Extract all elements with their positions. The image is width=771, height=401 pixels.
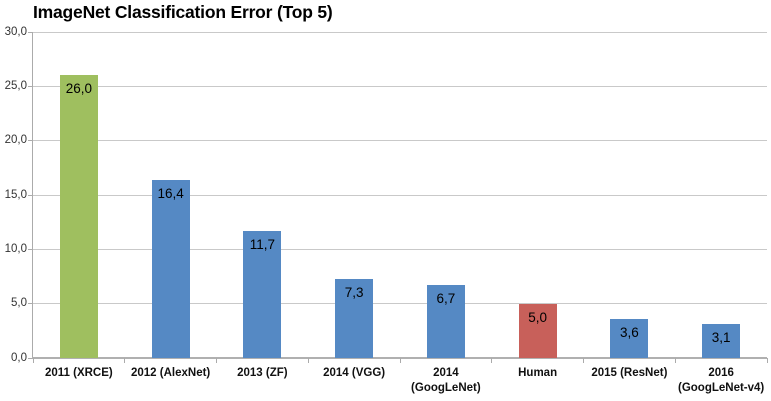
bar: 6,7 bbox=[426, 285, 465, 358]
y-axis-tick bbox=[28, 194, 33, 196]
bar: 5,0 bbox=[518, 303, 557, 358]
bar-value-label: 11,7 bbox=[249, 236, 276, 252]
x-axis-category-label: 2014 (GoogLeNet) bbox=[411, 367, 481, 394]
bar: 3,1 bbox=[702, 324, 741, 358]
y-axis-tick-label: 0,0 bbox=[11, 351, 27, 364]
bar: 7,3 bbox=[335, 278, 374, 358]
y-axis-tick bbox=[28, 248, 33, 250]
bar: 26,0 bbox=[59, 75, 98, 358]
y-axis-tick-label: 15,0 bbox=[4, 188, 27, 201]
x-axis-category-label: Human bbox=[518, 367, 558, 379]
bar-value-label: 6,7 bbox=[436, 291, 456, 307]
x-axis-tick bbox=[491, 358, 493, 363]
gridline bbox=[33, 303, 767, 305]
x-axis-category-label: 2016 (GoogLeNet-v4) bbox=[678, 367, 765, 394]
gridline bbox=[33, 85, 767, 87]
gridline bbox=[33, 248, 767, 250]
bar-value-label: 26,0 bbox=[65, 81, 93, 97]
x-axis-category-label: 2014 (VGG) bbox=[323, 367, 386, 379]
x-axis-tick bbox=[674, 358, 676, 363]
x-axis-category-label: 2012 (AlexNet) bbox=[130, 367, 211, 379]
y-axis-line bbox=[32, 32, 33, 358]
y-axis-tick bbox=[28, 85, 33, 87]
x-axis-category-label: 2015 (ResNet) bbox=[591, 367, 668, 379]
bar-value-label: 3,6 bbox=[619, 324, 639, 340]
x-axis-tick bbox=[307, 358, 309, 363]
y-axis-tick-label: 10,0 bbox=[4, 242, 27, 255]
y-axis-tick bbox=[28, 140, 33, 142]
y-axis-tick-label: 30,0 bbox=[4, 25, 27, 38]
gridline bbox=[33, 194, 767, 196]
x-axis-tick bbox=[216, 358, 217, 363]
y-axis-tick-label: 20,0 bbox=[4, 134, 27, 147]
bar-value-label: 7,3 bbox=[344, 284, 364, 300]
bar: 3,6 bbox=[610, 318, 649, 358]
y-axis-tick bbox=[28, 357, 33, 359]
y-axis-tick bbox=[28, 303, 33, 305]
x-axis-category-label: 2013 (ZF) bbox=[237, 367, 288, 379]
chart-title: ImageNet Classification Error (Top 5) bbox=[33, 2, 333, 22]
x-axis-tick bbox=[583, 358, 584, 363]
bar: 16,4 bbox=[151, 179, 190, 358]
y-axis-tick bbox=[28, 31, 33, 33]
x-axis-category-label: 2011 (XRCE) bbox=[44, 367, 113, 379]
x-axis-tick bbox=[766, 358, 768, 363]
bar: 11,7 bbox=[243, 230, 282, 358]
x-axis-tick bbox=[32, 358, 34, 363]
x-axis-tick bbox=[124, 358, 126, 363]
gridline bbox=[33, 31, 767, 33]
y-axis-tick-label: 5,0 bbox=[11, 297, 27, 310]
x-axis-tick bbox=[399, 358, 401, 363]
gridline bbox=[33, 140, 767, 142]
y-axis-tick-label: 25,0 bbox=[4, 79, 27, 92]
bar-value-label: 5,0 bbox=[528, 309, 548, 325]
bar-value-label: 3,1 bbox=[711, 330, 731, 346]
bar-value-label: 16,4 bbox=[157, 185, 184, 201]
